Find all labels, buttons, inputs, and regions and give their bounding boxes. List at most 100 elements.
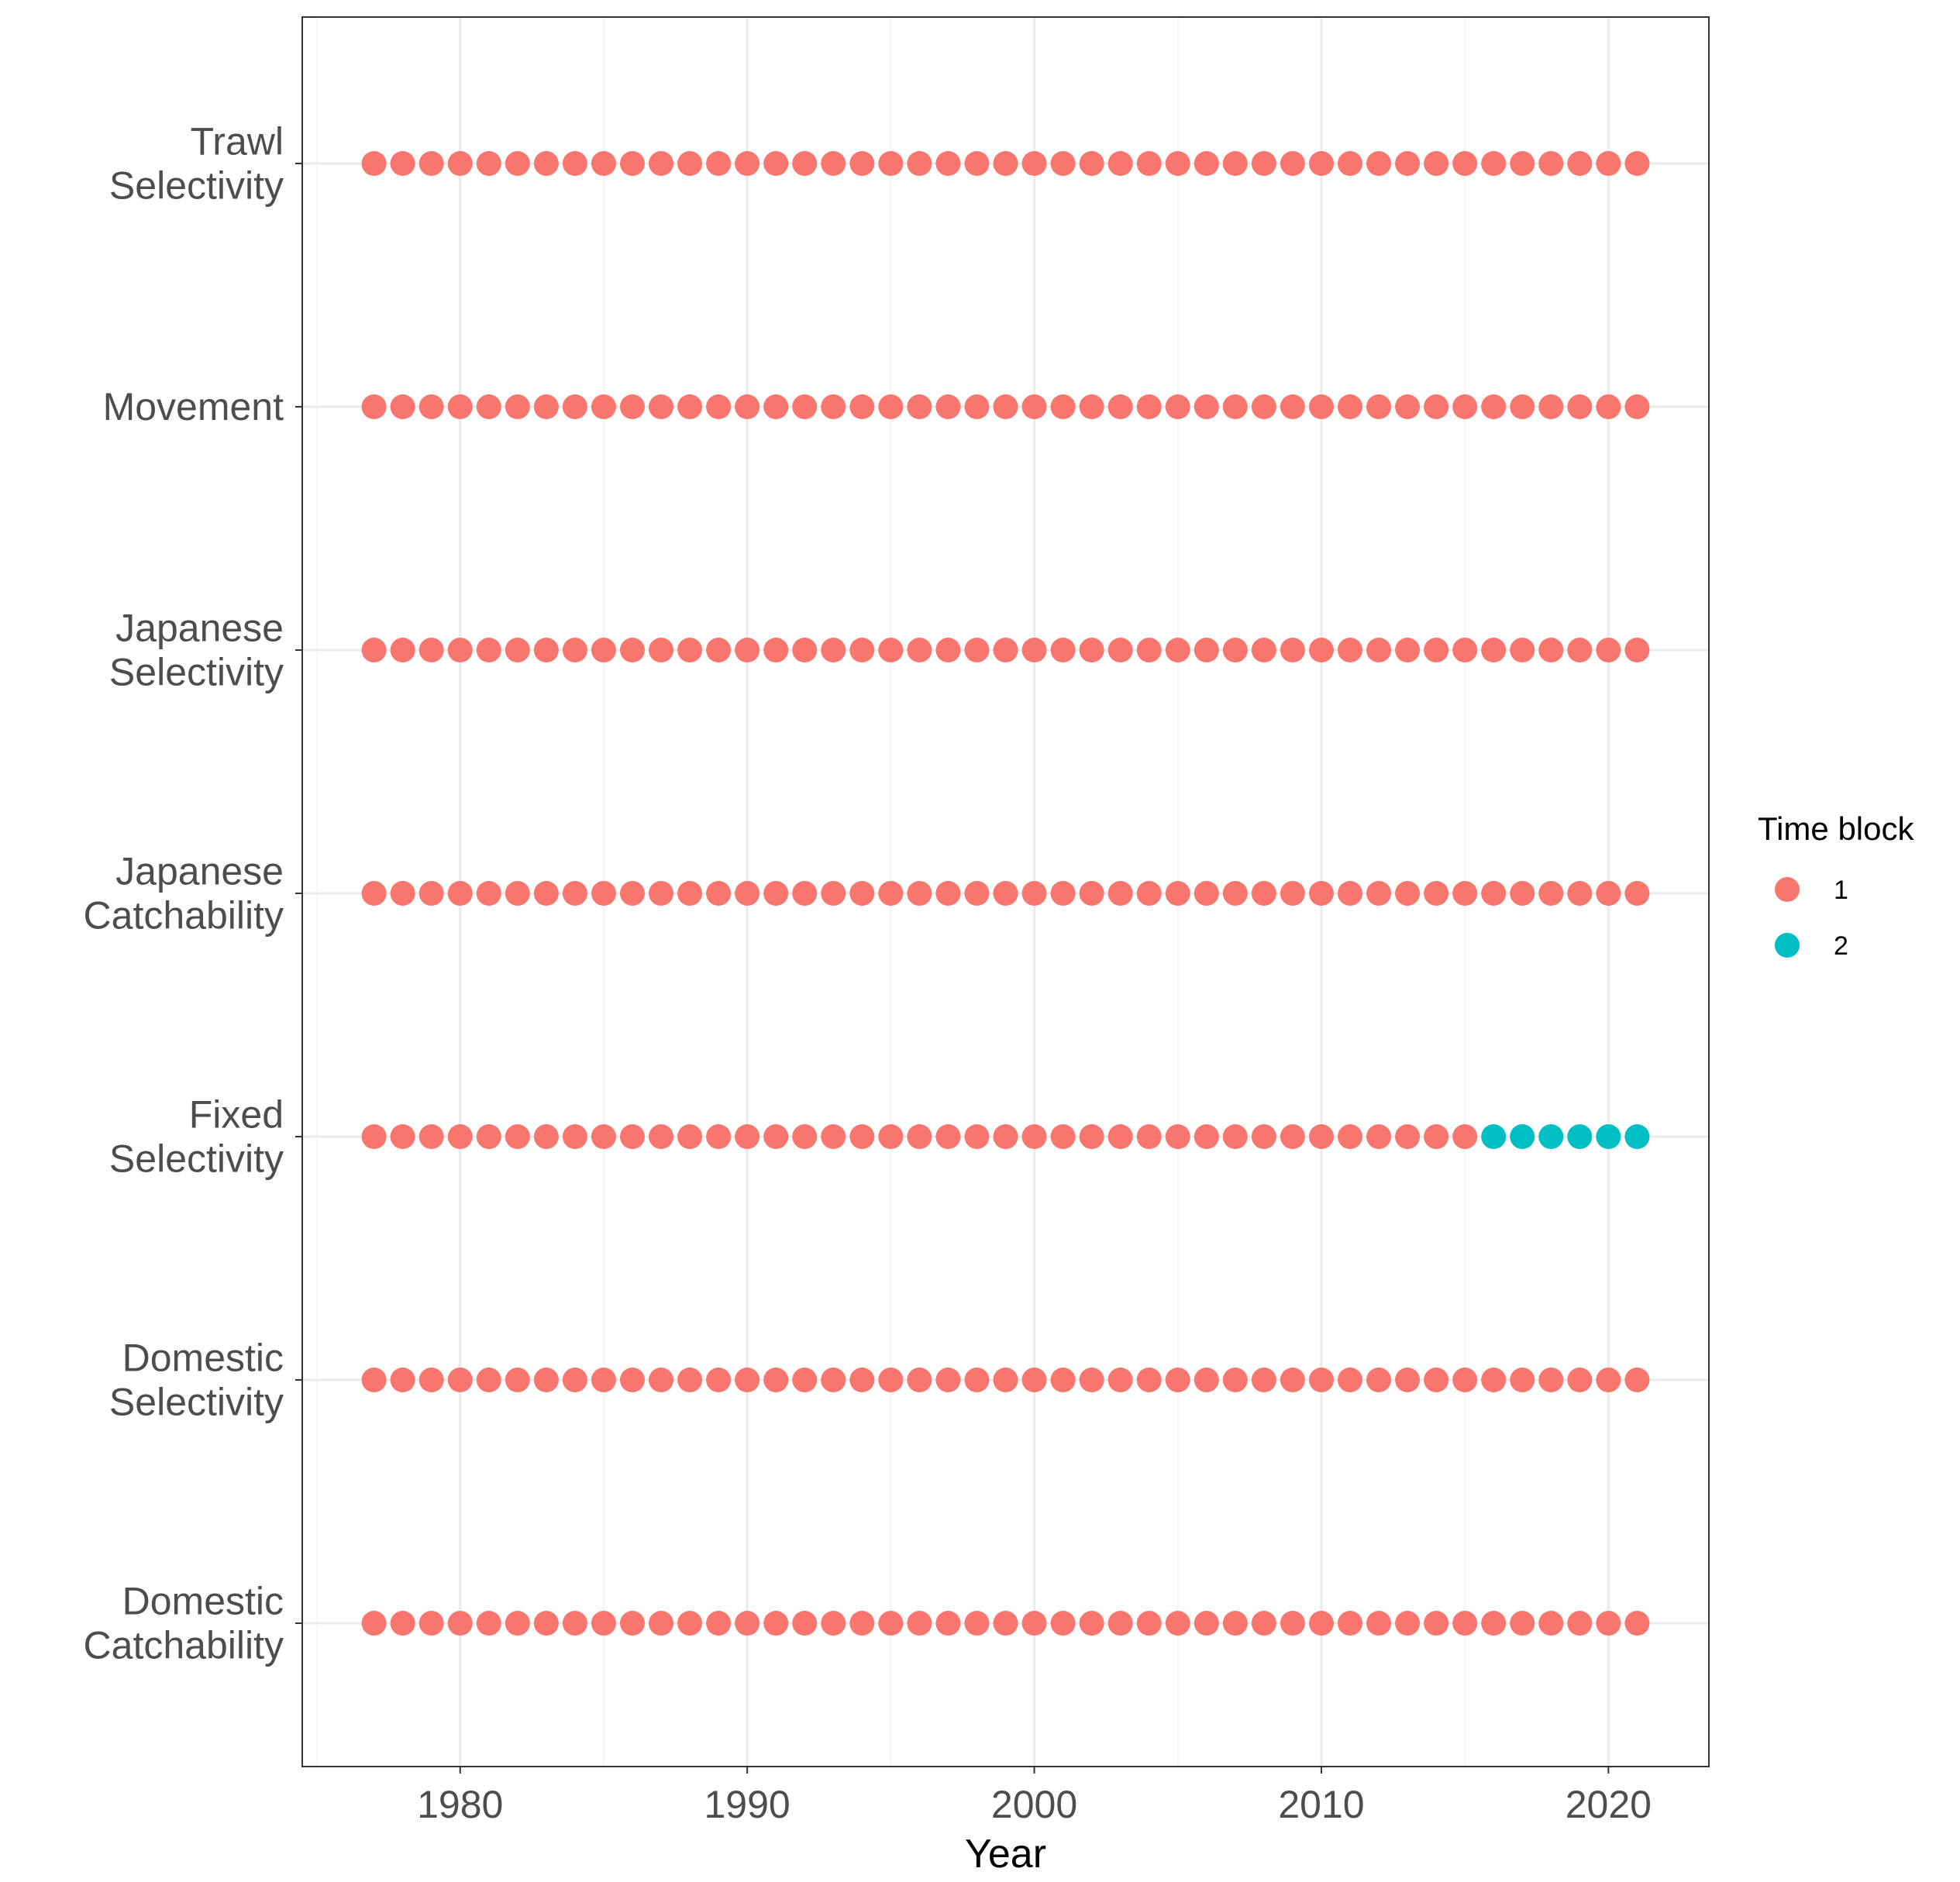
data-point xyxy=(792,881,818,906)
data-point xyxy=(649,638,674,662)
data-point xyxy=(935,394,961,419)
data-point xyxy=(1567,394,1593,419)
data-point xyxy=(1194,1124,1219,1149)
data-point xyxy=(419,881,444,906)
data-point xyxy=(878,881,904,906)
data-point xyxy=(878,1611,904,1636)
data-point xyxy=(1567,1611,1593,1636)
data-point xyxy=(1165,1611,1190,1636)
data-point xyxy=(1222,151,1248,176)
data-point xyxy=(1452,1124,1478,1149)
data-point xyxy=(1395,1611,1421,1636)
y-tick-label: Domestic Catchability xyxy=(84,1580,284,1667)
data-point xyxy=(849,394,875,419)
data-point xyxy=(1567,638,1593,662)
data-point xyxy=(1136,881,1162,906)
legend-key-1 xyxy=(1775,877,1800,902)
data-point xyxy=(1222,1611,1248,1636)
data-point xyxy=(619,151,645,176)
data-point xyxy=(1596,1124,1621,1149)
data-point xyxy=(1079,151,1104,176)
data-point xyxy=(1280,394,1305,419)
data-point xyxy=(1194,394,1219,419)
data-point xyxy=(1510,638,1535,662)
data-point xyxy=(792,638,818,662)
data-point xyxy=(619,881,645,906)
data-point xyxy=(1308,638,1334,662)
data-point xyxy=(1538,1611,1564,1636)
data-point xyxy=(1624,1611,1650,1636)
data-point xyxy=(1136,1611,1162,1636)
data-point xyxy=(964,1611,990,1636)
data-point xyxy=(1481,1368,1507,1392)
data-point xyxy=(1395,394,1421,419)
data-point xyxy=(649,1124,674,1149)
data-point xyxy=(964,881,990,906)
data-point xyxy=(1079,1368,1104,1392)
data-point xyxy=(1021,1611,1047,1636)
data-point xyxy=(1567,881,1593,906)
data-point xyxy=(447,394,473,419)
data-point xyxy=(1538,394,1564,419)
data-point xyxy=(1538,151,1564,176)
data-point xyxy=(1596,394,1621,419)
data-point xyxy=(562,881,587,906)
data-point xyxy=(964,151,990,176)
legend-key-2 xyxy=(1775,933,1800,958)
data-point xyxy=(1280,881,1305,906)
data-point xyxy=(1308,394,1334,419)
data-point xyxy=(1136,1124,1162,1149)
data-point xyxy=(1395,1124,1421,1149)
data-point xyxy=(476,1368,501,1392)
data-point xyxy=(1079,1124,1104,1149)
data-point xyxy=(735,394,760,419)
data-point xyxy=(1021,1124,1047,1149)
data-point xyxy=(619,1124,645,1149)
data-point xyxy=(1165,881,1190,906)
data-point xyxy=(907,881,932,906)
y-tick-label-line: Japanese xyxy=(115,607,284,650)
data-point xyxy=(821,1124,846,1149)
data-point xyxy=(1107,1368,1133,1392)
data-point xyxy=(476,394,501,419)
data-point xyxy=(821,881,846,906)
data-point xyxy=(1021,394,1047,419)
data-point xyxy=(1596,881,1621,906)
data-point xyxy=(1567,1124,1593,1149)
data-point xyxy=(763,394,789,419)
data-point xyxy=(1222,1124,1248,1149)
data-point xyxy=(419,638,444,662)
data-point xyxy=(619,1611,645,1636)
data-point xyxy=(1222,1368,1248,1392)
data-point xyxy=(1251,1368,1276,1392)
data-point xyxy=(476,1611,501,1636)
data-point xyxy=(1165,151,1190,176)
data-point xyxy=(1251,1611,1276,1636)
data-point xyxy=(993,1368,1018,1392)
data-point xyxy=(677,394,703,419)
data-point xyxy=(1021,881,1047,906)
data-point xyxy=(849,1124,875,1149)
data-point xyxy=(706,394,732,419)
data-point xyxy=(419,151,444,176)
data-point xyxy=(907,151,932,176)
data-point xyxy=(849,1368,875,1392)
data-point xyxy=(907,1124,932,1149)
data-point xyxy=(1395,638,1421,662)
data-point xyxy=(1538,1124,1564,1149)
data-point xyxy=(591,1368,616,1392)
data-point xyxy=(1194,881,1219,906)
data-point xyxy=(993,638,1018,662)
data-point xyxy=(1366,1611,1392,1636)
data-point xyxy=(706,1124,732,1149)
data-point xyxy=(476,881,501,906)
data-point xyxy=(935,1368,961,1392)
data-point xyxy=(1538,881,1564,906)
data-point xyxy=(419,394,444,419)
data-point xyxy=(821,151,846,176)
data-point xyxy=(390,638,415,662)
data-point xyxy=(447,881,473,906)
y-tick-label-line: Selectivity xyxy=(109,651,284,694)
data-point xyxy=(1624,638,1650,662)
